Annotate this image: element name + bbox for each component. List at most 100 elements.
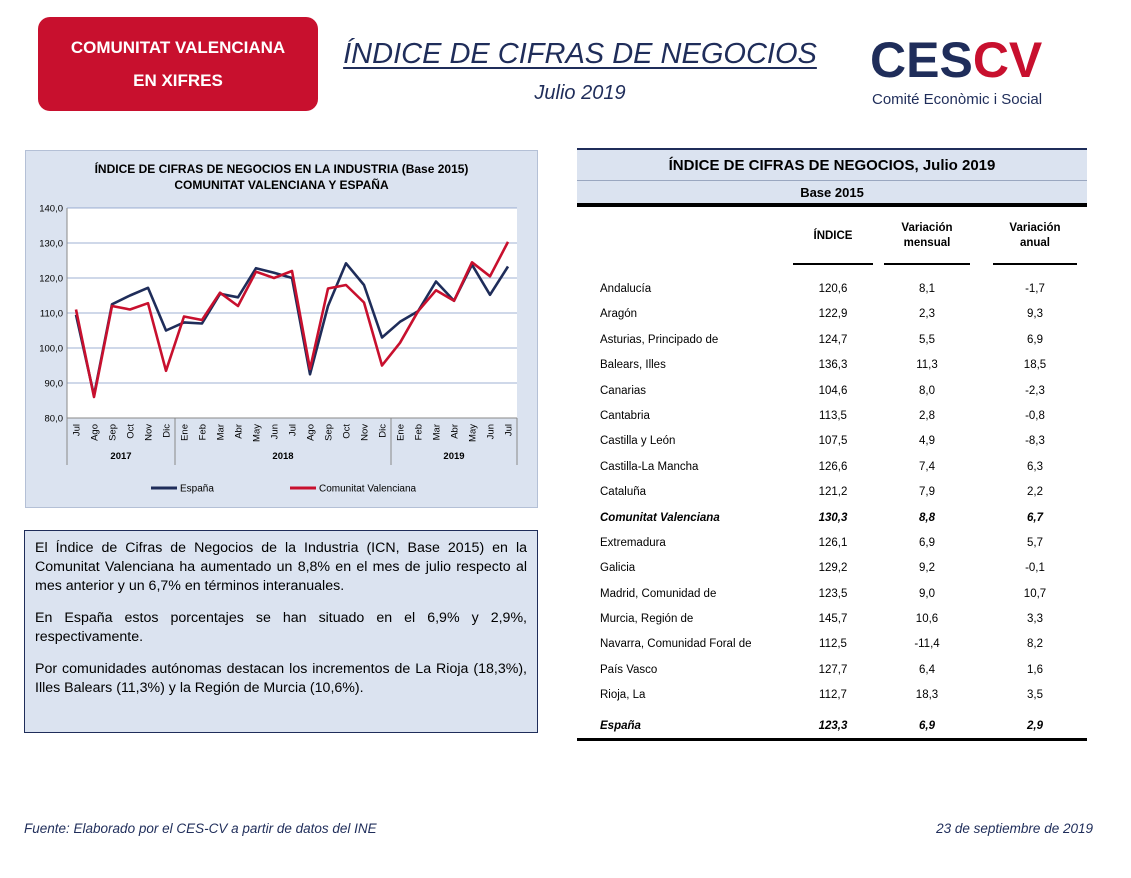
anual-value: 1,6 [1027,663,1043,676]
region-name: Rioja, La [600,689,646,702]
summary-paragraph-2: En España estos porcentajes se han situa… [35,610,527,645]
anual-value: 5,7 [1027,536,1043,549]
table-column-headers: ÍNDICE Variación mensual Variación anual [577,207,1087,265]
region-name: Canarias [600,384,647,397]
indice-value: 123,5 [818,587,848,600]
total-indice: 123,3 [818,719,848,732]
x-tick-label: May [468,424,479,442]
year-label: 2018 [272,451,293,462]
year-label: 2019 [443,451,464,462]
indice-value: 145,7 [818,613,848,626]
anual-value: 8,2 [1027,638,1043,651]
total-mensual: 6,9 [919,719,935,732]
logo-letters: CESCV [870,30,1042,90]
table-row: Canarias 104,6 8,0 -2,3 [577,381,1087,406]
table-title: ÍNDICE DE CIFRAS DE NEGOCIOS, Julio 2019 [577,148,1087,180]
chart-panel: ÍNDICE DE CIFRAS DE NEGOCIOS EN LA INDUS… [25,150,538,508]
region-name: Asturias, Principado de [600,333,719,346]
y-tick-label: 100,0 [39,344,63,355]
page-subtitle: Julio 2019 [534,82,626,104]
logo-cv: CV [972,32,1043,88]
table-row: Galicia 129,2 9,2 -0,1 [577,558,1087,583]
x-tick-label: Oct [342,424,353,439]
y-tick-label: 110,0 [40,309,63,320]
col-header-anual: Variación anual [993,221,1077,265]
footer-source: Fuente: Elaborado por el CES-CV a partir… [24,821,377,836]
x-tick-label: Jun [270,424,281,439]
table-row: Castilla-La Mancha 126,6 7,4 6,3 [577,457,1087,482]
table-row: Navarra, Comunidad Foral de 112,5 -11,4 8,2 [577,634,1087,659]
data-table: ÍNDICE DE CIFRAS DE NEGOCIOS, Julio 2019… [577,148,1087,741]
anual-value: 3,5 [1027,689,1043,702]
mensual-value: -11,4 [914,638,940,651]
anual-value: -0,8 [1025,409,1045,422]
table-row: Aragón 122,9 2,3 9,3 [577,304,1087,329]
region-name: Madrid, Comunidad de [600,587,717,600]
x-tick-label: Ene [180,424,191,441]
x-tick-label: Mar [216,424,227,440]
col-header-mensual-line1: Variación [901,222,953,234]
mensual-value: 6,4 [919,663,935,676]
x-tick-label: Dic [162,424,173,438]
anual-value: -8,3 [1025,435,1045,448]
mensual-value: 9,0 [919,587,935,600]
indice-value: 136,3 [818,359,848,372]
table-subtitle: Base 2015 [577,180,1087,207]
mensual-value: 7,4 [919,460,935,473]
x-tick-label: Ago [306,424,317,441]
region-name: País Vasco [600,663,658,676]
region-name: Comunitat Valenciana [600,511,720,524]
anual-value: -1,7 [1025,283,1045,295]
y-tick-label: 120,0 [39,274,63,285]
table-row: Madrid, Comunidad de 123,5 9,0 10,7 [577,584,1087,609]
x-tick-label: Sep [324,424,335,441]
legend-label: Comunitat Valenciana [319,484,417,495]
y-tick-label: 130,0 [39,239,63,250]
region-name: Navarra, Comunidad Foral de [600,638,752,651]
x-tick-label: Nov [360,424,371,441]
x-tick-label: Nov [144,424,155,441]
indice-value: 107,5 [818,435,848,448]
summary-paragraph-1: El Índice de Cifras de Negocios de la In… [35,540,527,594]
anual-value: 9,3 [1027,308,1043,321]
region-name: Extremadura [600,536,666,549]
x-tick-label: Abr [450,424,461,439]
x-tick-label: Mar [432,424,443,440]
x-tick-label: Jul [504,424,515,436]
table-row: Balears, Illes 136,3 11,3 18,5 [577,355,1087,380]
x-tick-label: Abr [234,424,245,439]
logo-subtitle: Comité Econòmic i Social [872,91,1043,108]
mensual-value: 8,8 [919,511,935,524]
anual-value: 10,7 [1023,587,1047,600]
anual-value: 6,7 [1027,511,1043,524]
mensual-value: 4,9 [919,435,935,448]
total-anual: 2,9 [1027,719,1043,732]
indice-value: 120,6 [818,283,848,295]
chart-title: ÍNDICE DE CIFRAS DE NEGOCIOS EN LA INDUS… [26,161,537,193]
y-tick-label: 90,0 [45,379,64,390]
mensual-value: 7,9 [919,486,935,499]
anual-value: 2,2 [1027,486,1043,499]
x-tick-label: Ene [396,424,407,441]
chart-title-line1: ÍNDICE DE CIFRAS DE NEGOCIOS EN LA INDUS… [94,162,469,176]
summary-paragraph-3: Por comunidades autónomas destacan los i… [35,661,527,696]
anual-value: 6,9 [1027,333,1043,346]
col-header-mensual-line2: mensual [903,237,951,249]
x-tick-label: Feb [414,424,425,440]
y-tick-label: 80,0 [45,414,64,425]
page-title: ÍNDICE DE CIFRAS DE NEGOCIOS [343,38,817,70]
logo-ces: CES [870,32,973,88]
anual-value: 18,5 [1023,359,1047,372]
mensual-value: 8,0 [919,384,935,397]
x-tick-label: Sep [108,424,119,441]
table-row: Castilla y León 107,5 4,9 -8,3 [577,431,1087,456]
col-header-anual-line2: anual [1019,237,1051,249]
region-name: Murcia, Región de [600,613,694,626]
mensual-value: 5,5 [919,333,935,346]
col-header-indice: ÍNDICE [793,229,873,265]
region-name: Cataluña [600,486,647,499]
table-body: Andalucía 120,6 8,1 -1,7 Aragón 122,9 2,3 9,3 As… [577,279,1087,711]
table-row: Asturias, Principado de 124,7 5,5 6,9 [577,330,1087,355]
total-name: España [600,719,641,732]
indice-value: 126,1 [818,536,848,549]
